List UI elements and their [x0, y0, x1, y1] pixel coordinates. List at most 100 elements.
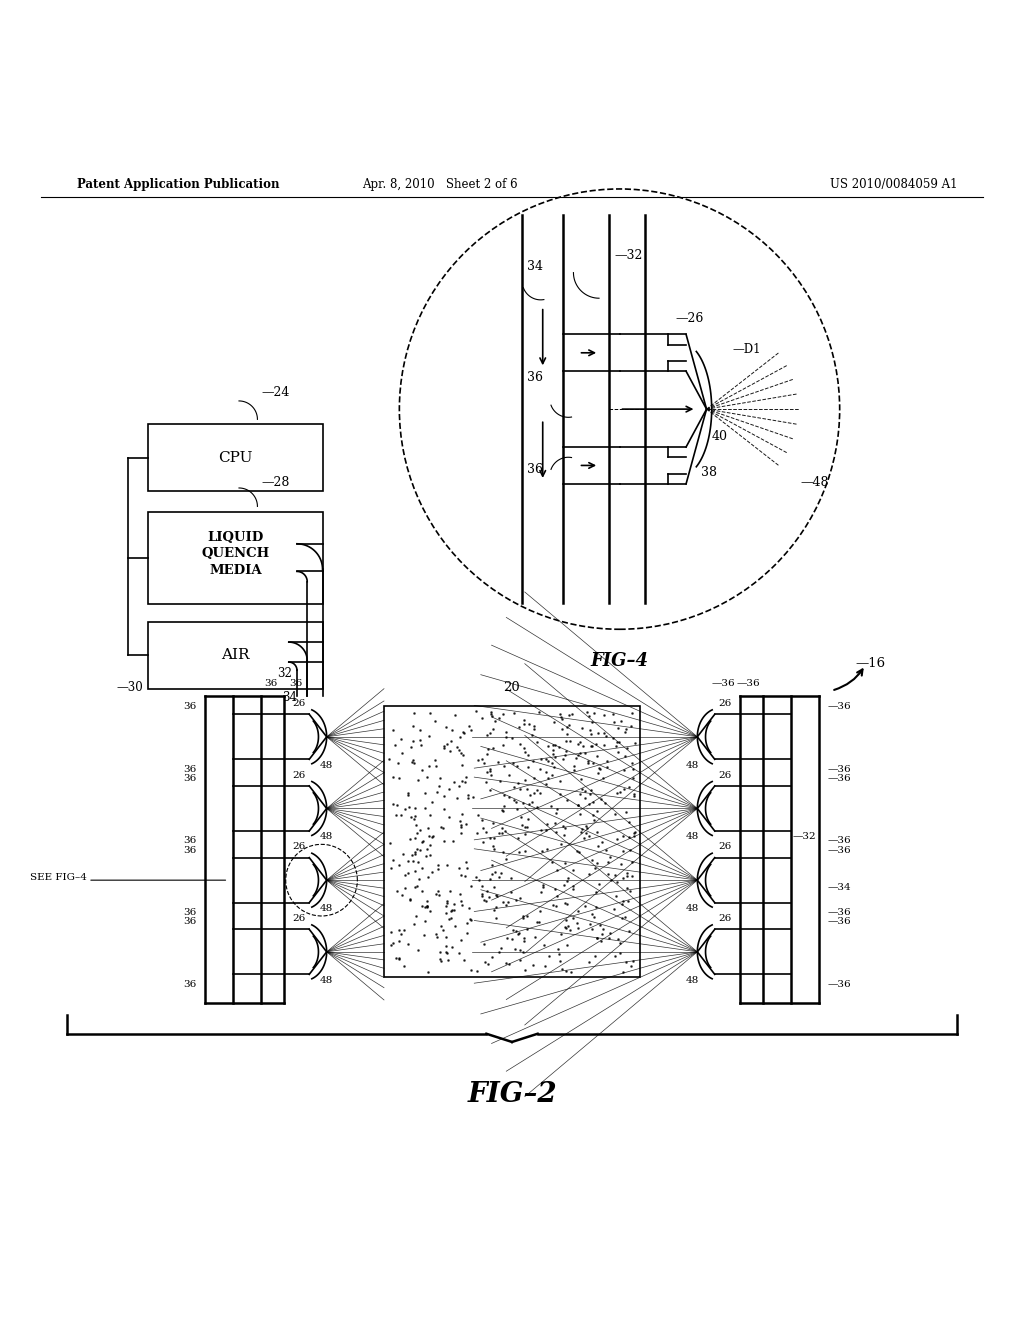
Point [618, 718, 635, 739]
Point [534, 818, 550, 840]
Text: QUENCH: QUENCH [202, 546, 269, 560]
Point [478, 880, 495, 902]
Point [484, 813, 501, 834]
Point [511, 715, 527, 737]
Point [577, 896, 593, 917]
Point [393, 924, 410, 945]
Point [589, 821, 605, 842]
Point [517, 824, 534, 845]
Point [618, 863, 635, 884]
Text: LIQUID: LIQUID [208, 531, 263, 544]
Point [608, 735, 625, 756]
Point [570, 744, 587, 766]
Text: 36: 36 [183, 846, 197, 854]
Point [536, 874, 552, 895]
Point [598, 726, 614, 747]
Point [615, 891, 632, 912]
Point [495, 822, 511, 843]
Point [520, 744, 537, 766]
Point [588, 734, 604, 755]
Point [430, 880, 446, 902]
Point [580, 751, 596, 772]
Point [587, 945, 603, 966]
Point [602, 923, 618, 944]
Point [609, 829, 626, 850]
Point [586, 906, 602, 927]
Point [485, 828, 502, 849]
Point [615, 962, 632, 983]
Point [624, 702, 640, 723]
Point [557, 744, 573, 766]
Point [444, 719, 461, 741]
Point [552, 771, 568, 792]
Point [399, 850, 416, 871]
Point [404, 850, 421, 871]
Point [545, 739, 561, 760]
Point [439, 949, 456, 970]
Point [498, 722, 514, 743]
Text: AIR: AIR [221, 648, 250, 663]
Point [453, 816, 469, 837]
Point [545, 734, 561, 755]
Point [399, 783, 416, 804]
Point [604, 704, 621, 725]
Point [434, 919, 451, 940]
Point [504, 928, 520, 949]
Point [393, 884, 410, 906]
Text: —16: —16 [855, 657, 885, 671]
Point [616, 746, 633, 767]
Point [547, 734, 563, 755]
Text: 26: 26 [293, 915, 305, 923]
Text: —36: —36 [712, 678, 735, 688]
Point [554, 709, 570, 730]
Point [422, 702, 438, 723]
Point [622, 920, 638, 941]
Point [433, 950, 450, 972]
Point [422, 834, 438, 855]
Point [436, 799, 453, 820]
Point [512, 777, 528, 799]
Point [422, 900, 438, 921]
Point [485, 738, 502, 759]
Point [579, 817, 595, 838]
Point [603, 870, 620, 891]
Point [435, 738, 452, 759]
Point [478, 725, 495, 746]
Point [428, 923, 444, 944]
Point [558, 731, 574, 752]
Point [602, 846, 618, 867]
Point [501, 764, 517, 785]
Point [516, 710, 532, 731]
Point [470, 750, 486, 771]
Point [496, 784, 512, 805]
Point [625, 950, 641, 972]
Point [512, 950, 528, 972]
Point [589, 746, 605, 767]
Point [435, 830, 452, 851]
Point [549, 859, 565, 880]
Point [415, 830, 431, 851]
Point [578, 814, 594, 836]
Point [609, 871, 626, 892]
Point [537, 956, 553, 977]
Point [606, 945, 623, 966]
Point [476, 752, 493, 774]
Point [406, 809, 422, 830]
Point [564, 875, 581, 896]
Point [482, 722, 499, 743]
Point [613, 908, 630, 929]
Point [620, 866, 636, 887]
Point [421, 825, 437, 846]
Point [437, 902, 454, 923]
Point [515, 713, 531, 734]
Text: 40: 40 [712, 430, 728, 442]
Point [469, 822, 485, 843]
Point [458, 767, 474, 788]
Point [586, 809, 602, 830]
Point [505, 920, 521, 941]
Text: 36: 36 [183, 702, 197, 711]
Point [438, 717, 455, 738]
Point [564, 879, 581, 900]
Point [496, 704, 512, 725]
Point [430, 854, 446, 875]
